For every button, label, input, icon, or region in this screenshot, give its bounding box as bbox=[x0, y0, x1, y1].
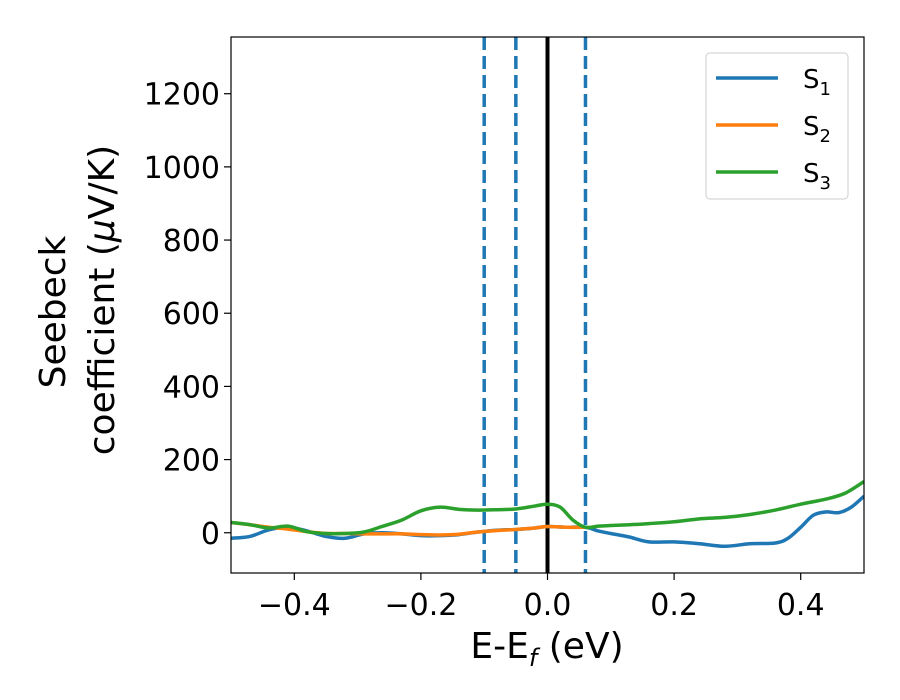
legend-label-s1: S1 bbox=[803, 65, 831, 100]
x-axis-ticks: −0.4 −0.2 0.0 0.2 0.4 bbox=[258, 573, 825, 623]
x-tick-label: −0.4 bbox=[258, 588, 331, 623]
y-tick-label: 1000 bbox=[144, 151, 220, 186]
x-tick-label: 0.4 bbox=[777, 588, 825, 623]
series-line-s3 bbox=[231, 480, 864, 536]
y-axis-title-line2: coefficient (μV/K) bbox=[82, 145, 123, 455]
series-lines bbox=[231, 480, 864, 549]
legend: S1 S2 S3 bbox=[705, 52, 849, 200]
reference-lines bbox=[482, 37, 588, 573]
y-tick-label: 600 bbox=[163, 297, 220, 332]
legend-label-s2: S2 bbox=[803, 112, 831, 147]
x-tick-label: 0.2 bbox=[650, 588, 698, 623]
y-axis-title-line1: Seebeck bbox=[33, 235, 74, 388]
y-tick-label: 0 bbox=[201, 517, 220, 552]
x-tick-label: −0.2 bbox=[384, 588, 457, 623]
x-tick-label: 0.0 bbox=[524, 588, 572, 623]
legend-label-s3: S3 bbox=[803, 159, 831, 194]
series-line-s2 bbox=[231, 520, 586, 537]
y-axis-ticks: 0 200 400 600 800 1000 1200 bbox=[144, 78, 231, 552]
y-tick-label: 1200 bbox=[144, 78, 220, 113]
y-tick-label: 800 bbox=[163, 224, 220, 259]
y-tick-label: 200 bbox=[163, 444, 220, 479]
y-axis-title: Seebeck coefficient (μV/K) bbox=[33, 145, 123, 455]
y-tick-label: 400 bbox=[163, 370, 220, 405]
x-axis-title: E-Ef (eV) bbox=[470, 626, 623, 672]
